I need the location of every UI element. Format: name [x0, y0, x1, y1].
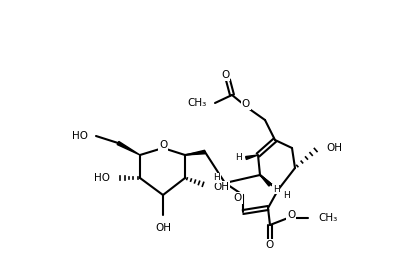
Text: H: H: [272, 184, 279, 193]
Polygon shape: [246, 155, 258, 160]
Text: OH: OH: [155, 223, 171, 233]
Text: H: H: [235, 152, 241, 161]
Text: CH₃: CH₃: [188, 98, 207, 108]
Polygon shape: [117, 142, 140, 155]
Text: HO: HO: [94, 173, 110, 183]
Text: O: O: [234, 193, 242, 203]
Text: CH₃: CH₃: [318, 213, 337, 223]
Text: HO: HO: [72, 131, 88, 141]
Text: OH: OH: [326, 143, 342, 153]
Text: O: O: [221, 70, 229, 80]
Text: O: O: [266, 240, 274, 250]
Text: O: O: [242, 99, 250, 109]
Text: O: O: [159, 140, 167, 150]
Text: O: O: [287, 210, 295, 220]
Text: H: H: [283, 191, 289, 200]
Text: OH: OH: [213, 182, 229, 192]
Text: H: H: [214, 174, 220, 183]
Polygon shape: [185, 150, 205, 155]
Polygon shape: [260, 175, 271, 186]
